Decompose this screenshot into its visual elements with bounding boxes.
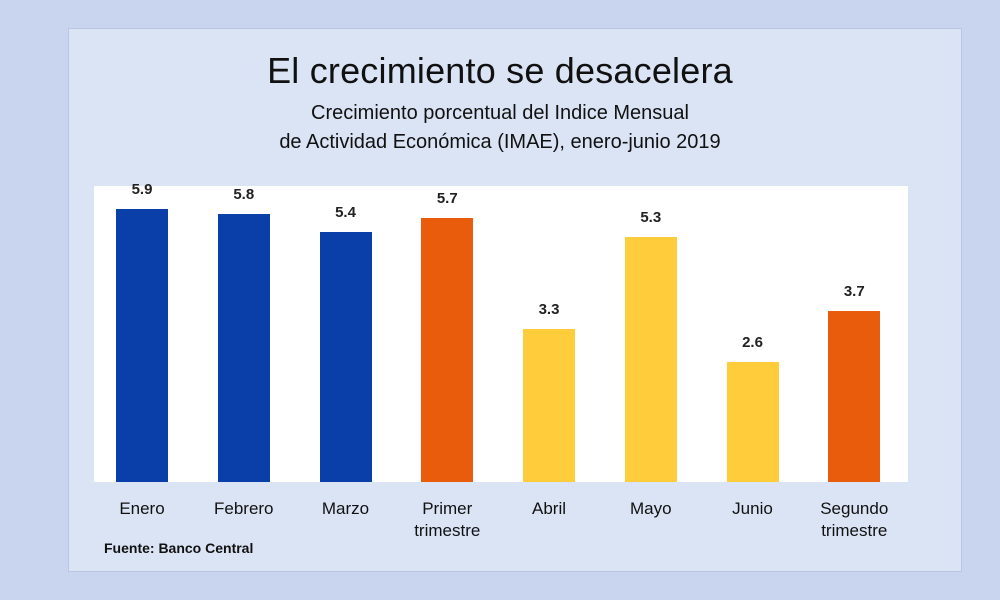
source-note: Fuente: Banco Central: [104, 540, 254, 556]
value-label-5: 3.3: [538, 301, 560, 318]
category-label-5: Abril: [531, 499, 566, 518]
bar-1: [116, 209, 168, 482]
value-label-2: 5.8: [233, 186, 255, 203]
category-label-8: Segundo trimestre: [820, 499, 889, 540]
bar-4: [421, 218, 474, 482]
bar-8: [828, 311, 881, 482]
category-label-1: Enero: [119, 499, 165, 518]
category-label-2: Febrero: [213, 499, 274, 518]
bar-3: [319, 232, 372, 482]
value-label-6: 5.3: [640, 209, 662, 226]
bar-7: [726, 362, 779, 482]
plot-area: 5.9 5.8 5.4 5.7 3.3 5.3 2.6 3.7: [94, 181, 908, 482]
value-label-1: 5.9: [131, 181, 153, 198]
chart-subtitle-line-1: Crecimiento porcentual del Indice Mensua…: [311, 102, 689, 124]
chart-subtitle-line-2: de Actividad Económica (IMAE), enero-jun…: [279, 131, 721, 153]
value-label-7: 2.6: [742, 334, 763, 351]
category-label-7: Junio: [732, 499, 773, 518]
value-label-3: 5.4: [335, 204, 356, 221]
category-label-6: Mayo: [629, 499, 672, 518]
bar-6: [624, 237, 677, 482]
bar-5: [523, 329, 575, 482]
category-label-4: Primer trimestre: [414, 499, 481, 540]
category-label-3: Marzo: [321, 499, 370, 518]
chart-title: El crecimiento se desacelera: [267, 50, 733, 91]
value-label-8: 3.7: [843, 283, 865, 300]
bar-2: [217, 214, 270, 482]
value-label-4: 5.7: [436, 190, 458, 207]
